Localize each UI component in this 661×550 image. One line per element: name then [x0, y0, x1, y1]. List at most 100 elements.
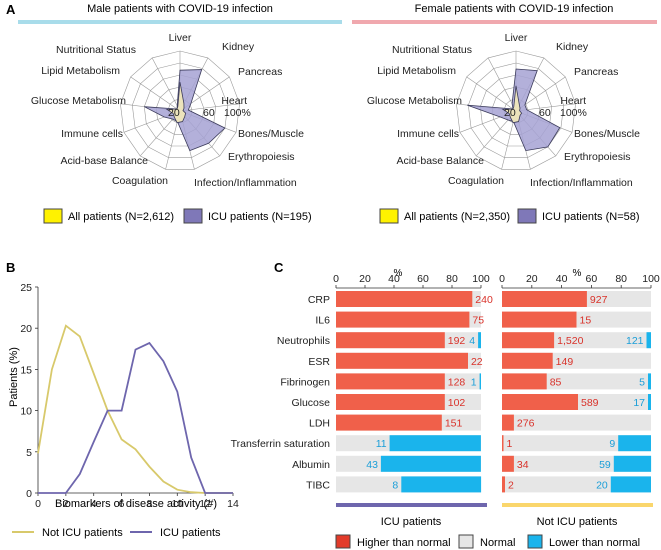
bar-higher-value: 75: [472, 315, 484, 327]
radar-ring-label: 60: [203, 107, 215, 119]
radar-axis-label: Coagulation: [448, 175, 504, 187]
line-x-axis-label: Biomarkers of disease activity (#): [55, 498, 217, 510]
bar-higher: [502, 435, 504, 452]
bar-higher: [336, 394, 445, 410]
bar-higher: [336, 291, 473, 307]
line-y-axis-label: Patients (%): [8, 347, 20, 407]
bar-lower-value: 8: [392, 479, 398, 491]
bar-lower: [610, 476, 651, 493]
radar-grid-ring: [155, 86, 205, 135]
radar-axis-label: Heart: [221, 95, 247, 107]
line-x-tick-label: 4: [91, 498, 97, 510]
radar-grid-ring: [120, 50, 240, 170]
noticu-group-label: Not ICU patients: [537, 516, 618, 528]
bar-higher-value: 22: [471, 356, 483, 368]
bar-higher: [502, 291, 587, 307]
bar-lower-value: 17: [633, 397, 645, 409]
legend-all-male-label: All patients (N=2,612): [68, 211, 174, 223]
bar-category-label: Transferrin saturation: [231, 438, 331, 450]
radar-axis-label: Erythropoiesis: [564, 151, 631, 163]
bar-lower: [389, 435, 481, 452]
bar-higher: [502, 373, 547, 390]
bar-higher-value: 1: [506, 438, 512, 450]
bar-higher-value: 15: [580, 315, 592, 327]
radar-female-title: Female patients with COVID-19 infection: [415, 3, 614, 15]
radar-icu-area: [144, 69, 226, 152]
radar-axis-label: Lipid Metabolism: [41, 65, 120, 77]
bar-category-label: IL6: [315, 315, 330, 327]
radar-axis-label: Kidney: [222, 41, 255, 53]
legend-normal-label: Normal: [480, 537, 515, 549]
bar-higher-value: 85: [550, 376, 562, 388]
bar-higher-value: 1,520: [557, 335, 583, 347]
bar-x-tick-label: 80: [615, 273, 627, 285]
bar-higher: [502, 394, 578, 410]
legend-all-swatch-female: [379, 208, 399, 224]
bar-higher-value: 2: [508, 479, 514, 491]
radar-female: Female patients with COVID-19 infection …: [352, 3, 657, 224]
bar-lower-value: 9: [609, 438, 615, 450]
bar-lower-value: 1: [471, 376, 477, 388]
legend-higher-swatch: [335, 534, 351, 549]
bar-higher-value: 151: [445, 418, 463, 430]
radar-grid-ring: [479, 74, 553, 147]
radar-axis-label: Nutritional Status: [56, 44, 136, 56]
bar-icu-x-axis-label: %: [394, 268, 403, 279]
radar-axis-label: Lipid Metabolism: [377, 65, 456, 77]
legend-icu-female-label: ICU patients (N=58): [542, 211, 640, 223]
legend-normal-swatch: [458, 534, 474, 549]
bar-higher-value: 102: [448, 397, 466, 409]
bar-category-label: Neutrophils: [277, 335, 330, 347]
radar-ring-label: 100%: [224, 107, 251, 119]
radar-axis-label: Bones/Muscle: [238, 128, 304, 140]
bar-higher-value: 149: [556, 356, 574, 368]
bar-x-tick-label: 100: [472, 273, 490, 285]
bar-lower: [613, 455, 652, 472]
line-y-tick-label: 10: [20, 406, 32, 418]
line-x-tick-label: 2: [63, 498, 69, 510]
line-chart: Biomarkers of disease activity (#) Patie…: [8, 282, 239, 539]
bar-higher: [336, 414, 442, 431]
bar-lower: [648, 394, 651, 410]
legend-icu-swatch-female: [517, 208, 537, 224]
bar-noticu-x-axis-label: %: [573, 268, 582, 279]
radar-spoke: [151, 57, 181, 112]
bar-category-label: CRP: [308, 294, 330, 306]
bar-higher: [502, 414, 514, 431]
radar-male-title: Male patients with COVID-19 infection: [87, 3, 273, 15]
radar-all-area: [501, 85, 523, 124]
radar-spoke: [487, 57, 517, 112]
noticu-group-bar: [502, 503, 653, 507]
line-x-tick-label: 8: [147, 498, 153, 510]
radar-axis-label: Acid-base Balance: [396, 155, 484, 167]
radar-female-title-bar: [352, 20, 657, 24]
radar-axis-label: Erythropoiesis: [228, 151, 295, 163]
line-series-noticu: [37, 324, 233, 494]
bar-chart: % % ICU patients Not ICU patients Higher…: [231, 268, 660, 549]
bar-higher-value: 927: [590, 294, 608, 306]
radar-axis-label: Immune cells: [397, 128, 459, 140]
line-series-icu: [38, 341, 233, 494]
bar-lower: [618, 435, 651, 452]
bar-higher: [502, 332, 555, 349]
bar-lower: [479, 373, 481, 390]
bar-x-tick-label: 20: [359, 273, 371, 285]
bar-category-label: Fibrinogen: [280, 376, 330, 388]
bar-x-tick-label: 80: [446, 273, 458, 285]
bar-lower-value: 5: [639, 376, 645, 388]
bar-lower-value: 121: [626, 335, 644, 347]
bar-category-label: TIBC: [306, 479, 330, 491]
radar-male: Male patients with COVID-19 infection Li…: [18, 3, 342, 224]
radar-ring-label: 100%: [560, 107, 587, 119]
line-y-tick-label: 20: [20, 323, 32, 335]
bar-normal: [502, 414, 651, 431]
radar-axis-label: Glucose Metabolism: [31, 95, 126, 107]
radar-male-title-bar: [18, 20, 342, 24]
bar-higher: [502, 476, 505, 493]
radar-axis-label: Immune cells: [61, 128, 123, 140]
line-y-tick-label: 5: [26, 447, 32, 459]
radar-axis-label: Acid-base Balance: [60, 155, 148, 167]
legend-lower-swatch: [527, 534, 543, 549]
bar-lower-value: 43: [366, 459, 378, 471]
